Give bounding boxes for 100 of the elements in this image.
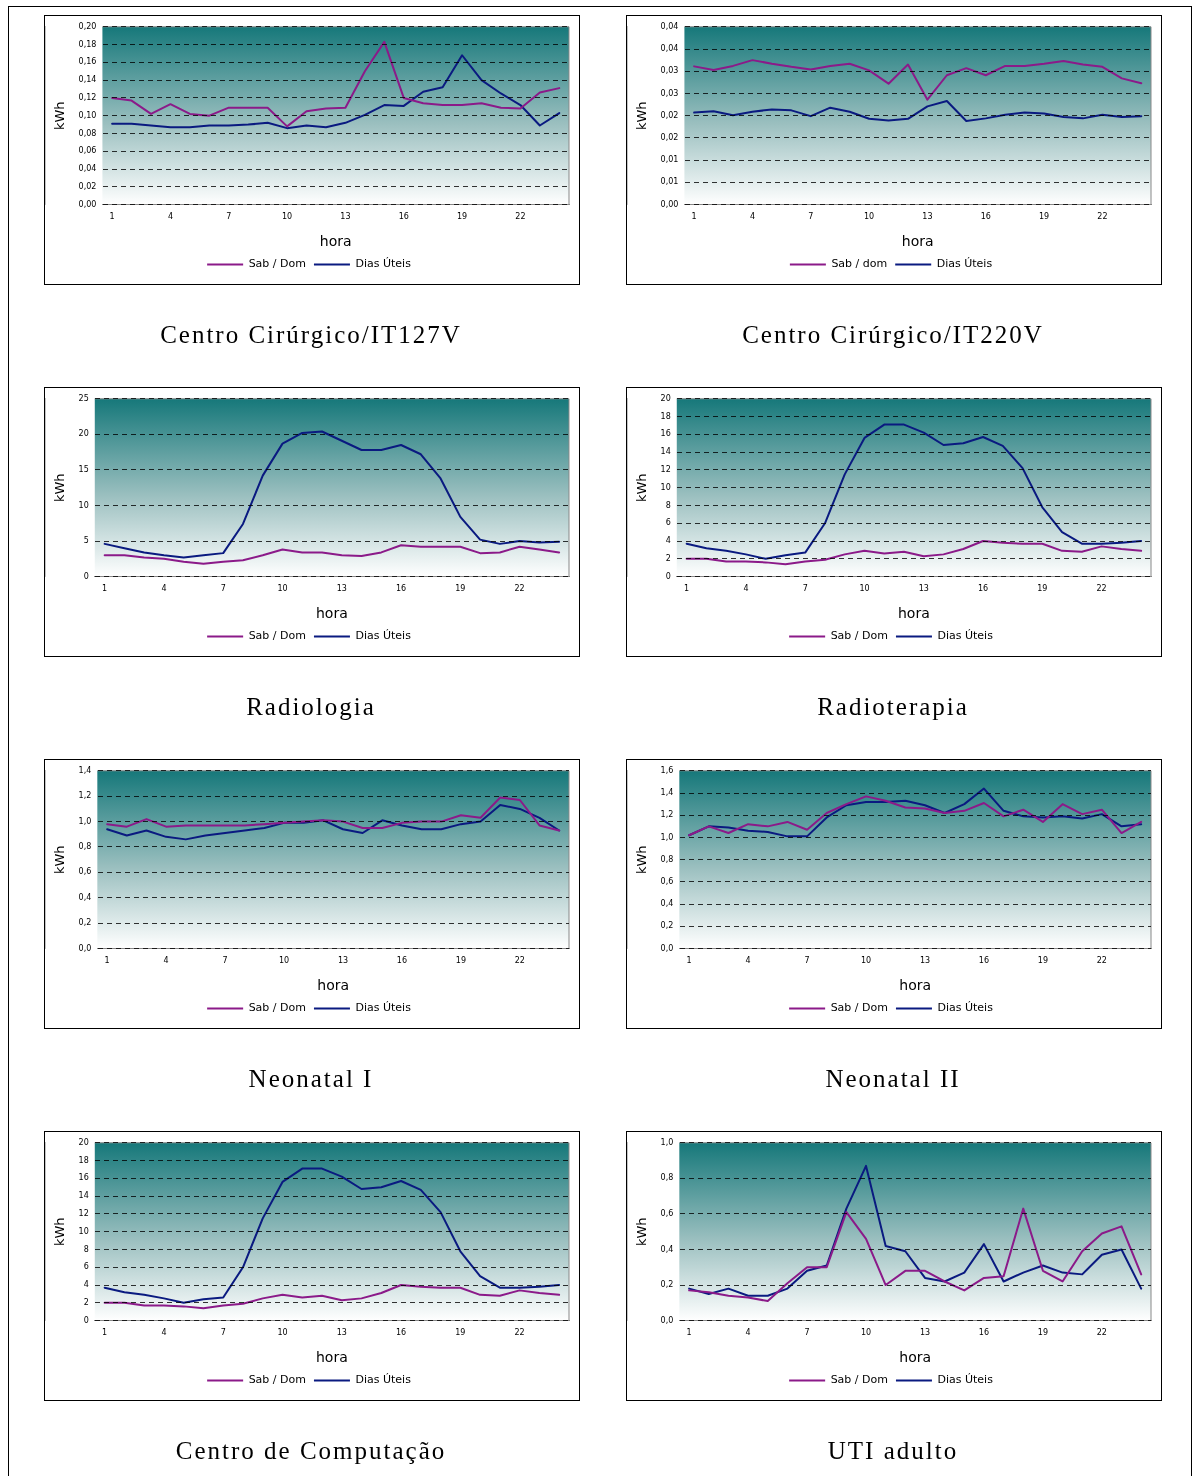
y-tick-label: 0,6: [78, 867, 92, 877]
y-tick-label: 0,04: [660, 44, 679, 54]
legend-label: Sab / Dom: [248, 257, 306, 271]
x-tick-label: 22: [514, 1328, 525, 1338]
y-tick-label: 1,2: [78, 791, 92, 801]
y-tick-label: 14: [78, 1191, 89, 1201]
x-tick-label: 7: [222, 956, 228, 966]
x-tick-label: 22: [1096, 1328, 1107, 1338]
y-tick-label: 0,0: [78, 943, 92, 953]
legend-label: Sab / Dom: [830, 1373, 888, 1387]
y-tick-label: 1,4: [660, 788, 674, 798]
y-tick-label: 5: [83, 536, 89, 546]
x-axis-title: hora: [316, 1349, 348, 1366]
x-tick-label: 13: [336, 1328, 347, 1338]
x-axis-title: hora: [316, 605, 348, 622]
legend-label: Dias Úteis: [937, 629, 994, 643]
y-tick-label: 20: [78, 1137, 89, 1147]
legend-label: Dias Úteis: [936, 257, 993, 271]
x-axis-title: hora: [898, 605, 930, 622]
x-tick-label: 19: [455, 956, 466, 966]
x-tick-label: 16: [398, 212, 409, 222]
y-tick-label: 0,4: [78, 892, 92, 902]
legend-label: Dias Úteis: [355, 629, 412, 643]
y-tick-label: 8: [83, 1244, 89, 1254]
x-tick-label: 16: [980, 212, 991, 222]
x-tick-label: 22: [514, 956, 525, 966]
x-axis-title: hora: [899, 1349, 932, 1366]
x-tick-label: 13: [340, 212, 351, 222]
x-tick-label: 7: [804, 1328, 810, 1338]
x-tick-label: 13: [337, 956, 349, 966]
x-tick-label: 10: [860, 1328, 872, 1338]
x-tick-label: 4: [749, 212, 755, 222]
y-axis-title: kWh: [634, 101, 650, 131]
x-tick-label: 1: [686, 1328, 692, 1338]
y-axis-title: kWh: [634, 845, 650, 875]
y-tick-label: 16: [78, 1173, 89, 1183]
x-tick-label: 13: [919, 1328, 931, 1338]
y-tick-label: 0,00: [78, 199, 97, 209]
y-tick-label: 1,0: [660, 1137, 674, 1147]
x-tick-label: 13: [918, 584, 929, 594]
y-tick-label: 12: [78, 1209, 89, 1218]
y-tick-label: 0,04: [660, 21, 679, 31]
legend-label: Dias Úteis: [937, 1001, 994, 1015]
text: Centro de Computação: [174, 1437, 448, 1465]
y-tick-label: 0,08: [78, 128, 97, 138]
y-tick-label: 1,0: [660, 832, 674, 842]
x-axis-title: hora: [899, 977, 932, 994]
text: UTI adulto: [826, 1437, 960, 1465]
x-tick-label: 10: [859, 584, 870, 594]
y-tick-label: 0,14: [78, 75, 97, 85]
x-tick-label: 1: [104, 956, 110, 966]
x-tick-label: 1: [691, 212, 697, 222]
x-tick-label: 4: [167, 212, 173, 222]
y-tick-label: 0,04: [78, 164, 97, 174]
text: Neonatal II: [824, 1065, 962, 1093]
y-tick-label: 0,6: [660, 877, 674, 886]
legend-label: Sab / Dom: [248, 1001, 306, 1015]
y-tick-label: 0,2: [660, 921, 674, 931]
x-tick-label: 1: [686, 956, 692, 966]
x-tick-label: 7: [226, 212, 232, 222]
x-tick-label: 22: [1096, 956, 1107, 966]
x-tick-label: 22: [1097, 212, 1108, 222]
y-tick-label: 0,03: [660, 88, 679, 98]
x-axis-title: hora: [319, 233, 352, 250]
y-tick-label: 0,02: [78, 181, 97, 191]
y-tick-label: 0,01: [660, 155, 679, 165]
y-tick-label: 0,2: [660, 1280, 674, 1290]
x-tick-label: 10: [860, 956, 872, 966]
x-tick-label: 19: [1037, 956, 1048, 966]
y-tick-label: 0,18: [78, 39, 97, 49]
y-tick-label: 1,2: [660, 810, 674, 820]
legend-label: Dias Úteis: [355, 1373, 412, 1387]
y-tick-label: 0,10: [78, 110, 97, 120]
x-tick-label: 1: [684, 584, 690, 594]
text: Neonatal I: [247, 1065, 375, 1093]
x-tick-label: 7: [220, 584, 226, 594]
y-tick-label: 0,02: [660, 133, 679, 142]
y-tick-label: 0: [665, 571, 671, 581]
x-axis-title: hora: [901, 233, 934, 250]
x-tick-label: 16: [978, 1328, 990, 1338]
y-axis-title: kWh: [52, 101, 68, 131]
x-tick-label: 16: [977, 584, 989, 594]
x-tick-label: 16: [395, 584, 407, 594]
y-tick-label: 1,4: [78, 765, 92, 775]
y-axis-title: kWh: [52, 845, 68, 875]
y-tick-label: 0,01: [660, 177, 679, 187]
x-tick-label: 4: [161, 1328, 167, 1338]
y-tick-label: 10: [78, 1226, 89, 1236]
x-tick-label: 4: [743, 584, 749, 594]
text: Radioterapia: [816, 693, 970, 721]
y-tick-label: 0,0: [660, 943, 674, 953]
x-tick-label: 7: [802, 584, 808, 594]
legend-label: Sab / Dom: [830, 629, 888, 643]
y-tick-label: 18: [660, 411, 671, 421]
text: Centro Cirúrgico/IT127V: [159, 321, 463, 349]
x-tick-label: 1: [102, 584, 108, 594]
y-tick-label: 0,8: [78, 842, 92, 852]
y-tick-label: 0,8: [660, 1173, 674, 1183]
x-tick-label: 22: [515, 212, 526, 222]
x-tick-label: 22: [514, 584, 525, 594]
